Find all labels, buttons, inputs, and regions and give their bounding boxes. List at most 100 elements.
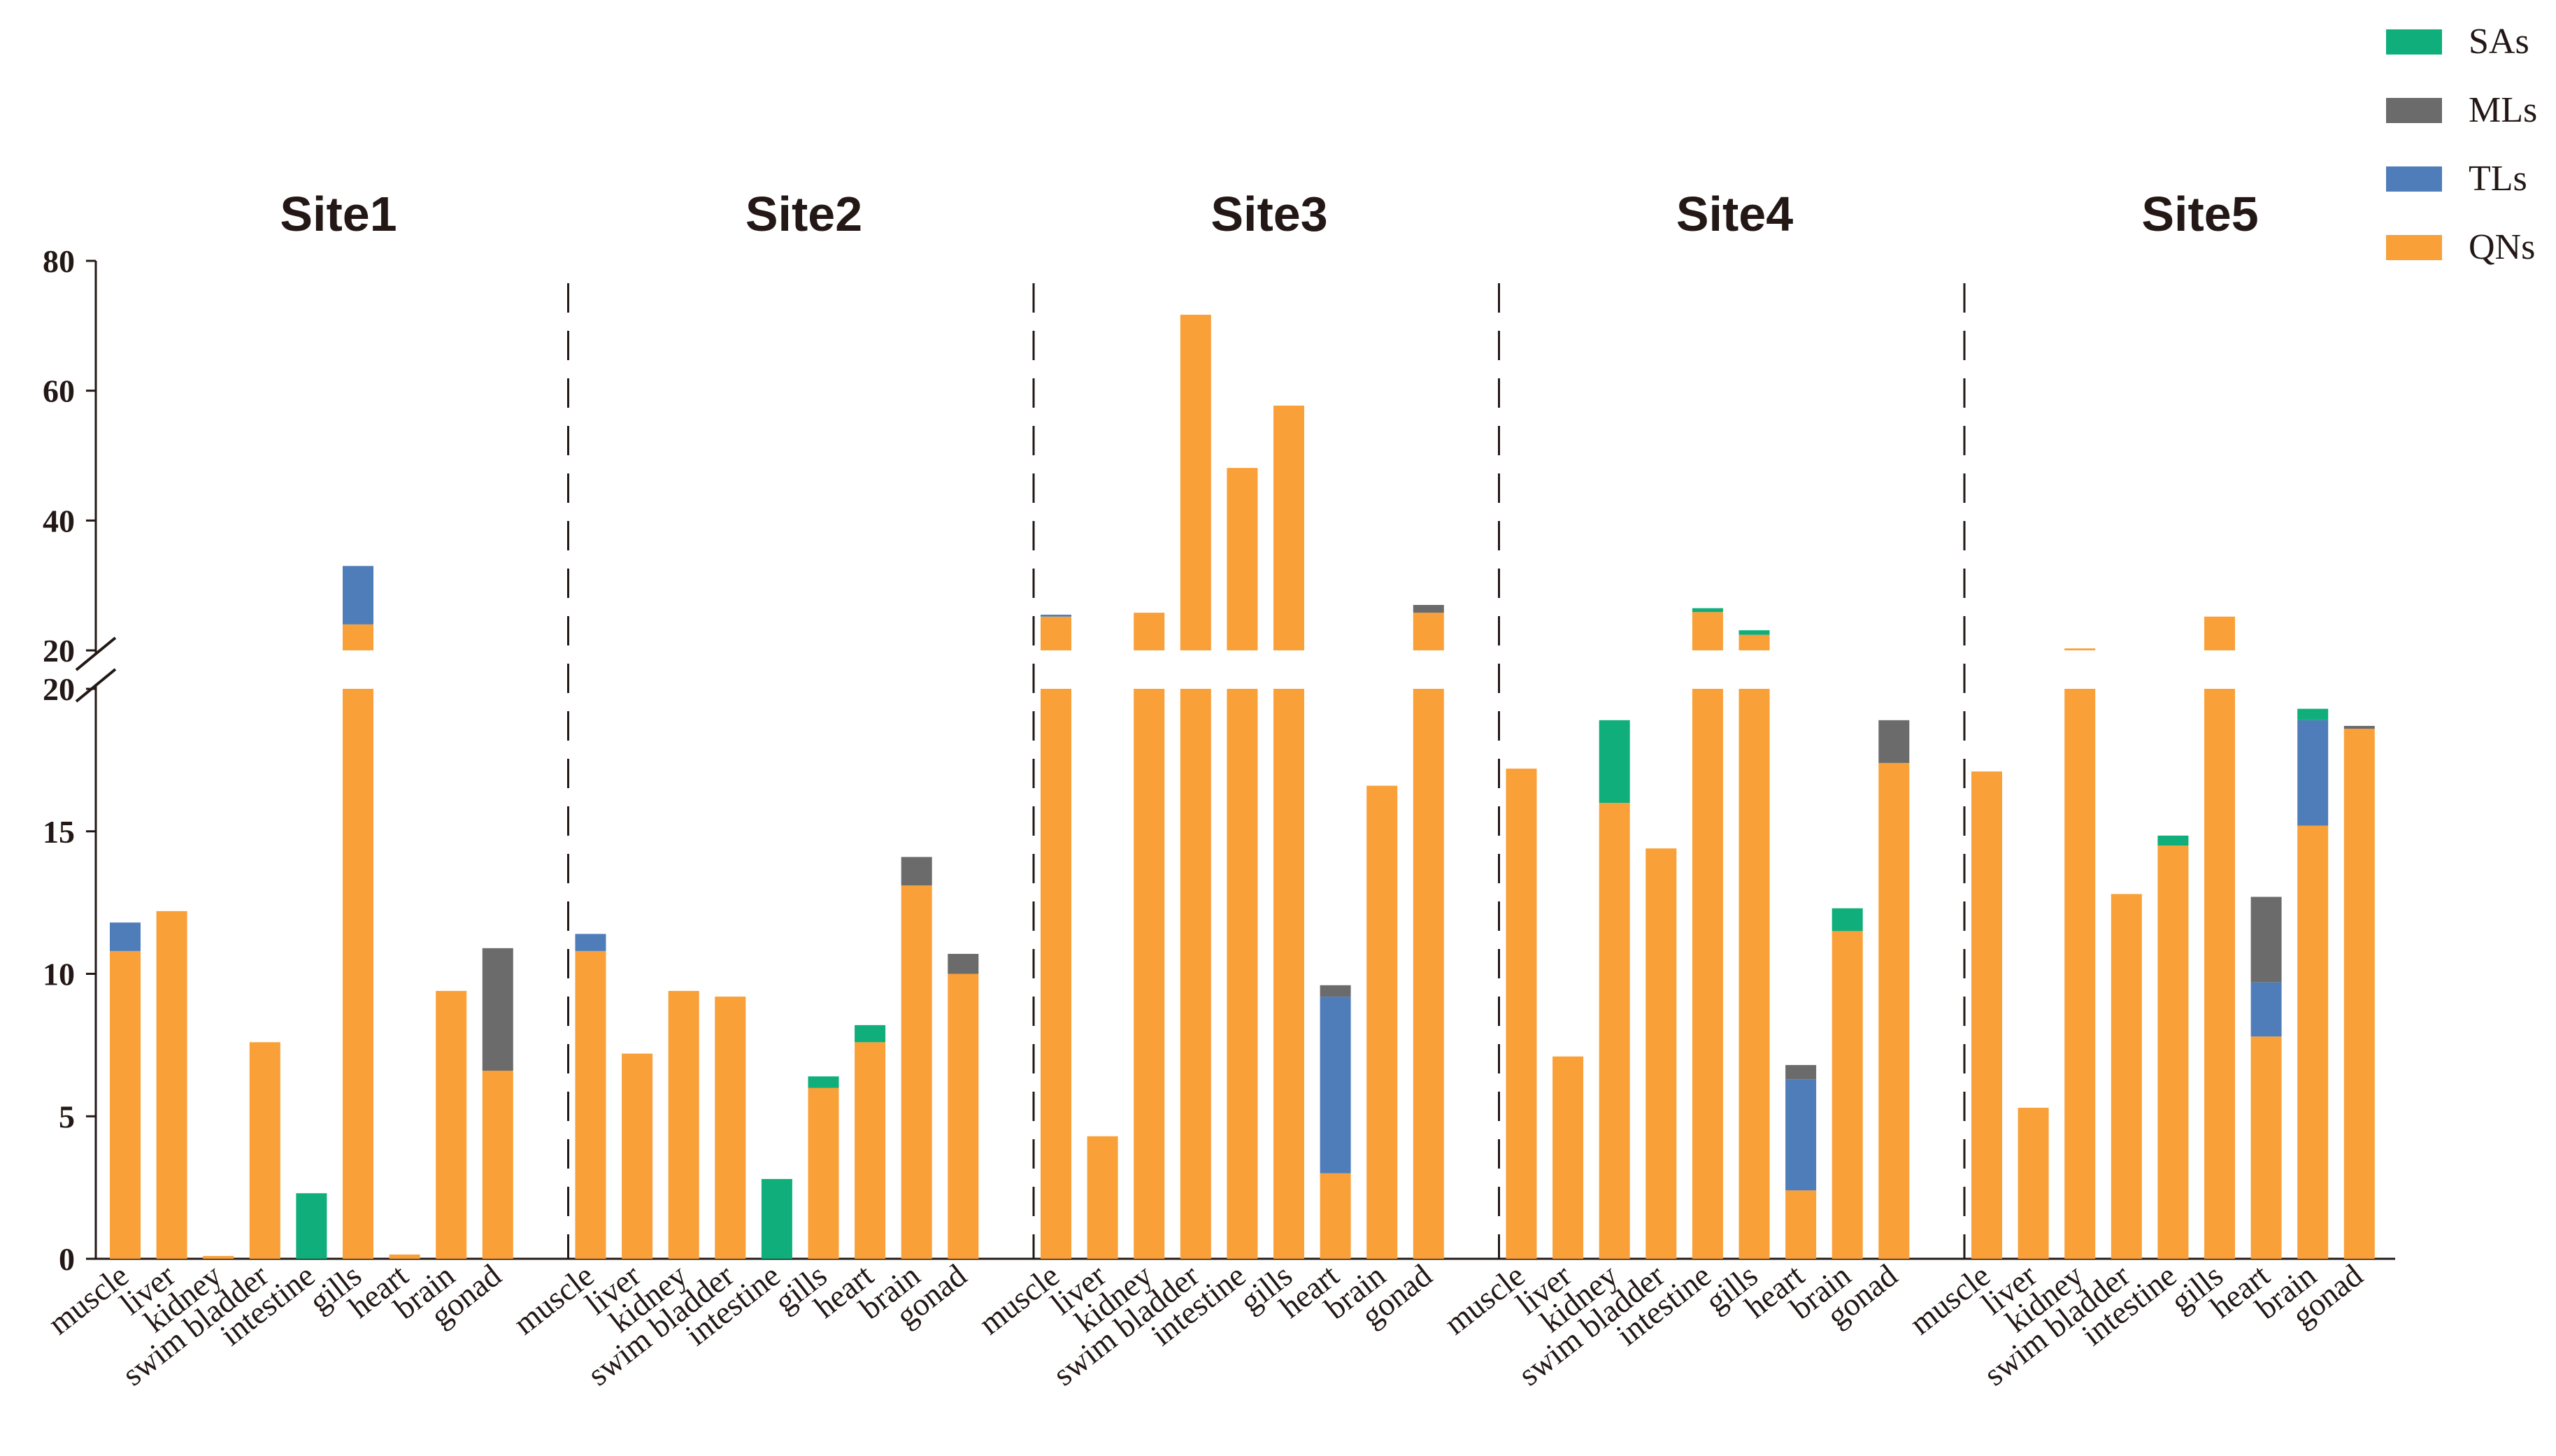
bar-segment-qns bbox=[343, 689, 373, 1259]
y-tick-label: 40 bbox=[43, 503, 75, 538]
bar-segment-qns bbox=[436, 990, 467, 1259]
bar-segment-qns bbox=[1692, 689, 1723, 1259]
site-title: Site5 bbox=[2141, 187, 2258, 241]
bar-segment-tls bbox=[343, 566, 373, 624]
bar-segment-qns bbox=[343, 624, 373, 650]
bar-segment-qns bbox=[203, 1255, 234, 1259]
bar-segment-qns bbox=[1692, 612, 1723, 650]
bar-segment-qns bbox=[1971, 771, 2002, 1259]
legend-swatch-tls bbox=[2386, 166, 2442, 192]
legend-swatch-qns bbox=[2386, 235, 2442, 260]
bar-segment-qns bbox=[1506, 769, 1537, 1259]
bar-segment-mls bbox=[2250, 897, 2282, 983]
bar-segment-qns bbox=[2018, 1108, 2049, 1259]
bar-segment-sas bbox=[1738, 630, 1770, 635]
bar-segment-qns bbox=[249, 1042, 280, 1259]
bar-segment-sas bbox=[855, 1025, 886, 1043]
bar-segment-sas bbox=[1692, 608, 1723, 613]
bar-segment-qns bbox=[1227, 468, 1258, 650]
bar-segment-qns bbox=[1273, 689, 1304, 1259]
bar-segment-qns bbox=[1134, 689, 1165, 1259]
bar-segment-tls bbox=[1785, 1079, 1817, 1191]
legend-label: QNs bbox=[2469, 227, 2535, 267]
bar-segment-qns bbox=[482, 1071, 513, 1259]
y-tick-label: 20 bbox=[43, 633, 75, 669]
bar-segment-qns bbox=[808, 1087, 839, 1259]
bar-segment-qns bbox=[2343, 729, 2375, 1259]
bar-segment-qns bbox=[1320, 1173, 1351, 1259]
y-tick-label: 20 bbox=[43, 671, 75, 707]
bar-segment-qns bbox=[1087, 1136, 1118, 1259]
bar-segment-qns bbox=[2250, 1036, 2282, 1259]
y-tick-label: 15 bbox=[43, 814, 75, 850]
bar-segment-qns bbox=[1645, 848, 1677, 1259]
bar-segment-sas bbox=[1599, 720, 1630, 803]
axis-break-mark bbox=[75, 636, 117, 671]
legend-label: TLs bbox=[2469, 159, 2527, 199]
bar-segment-qns bbox=[2111, 894, 2142, 1259]
bar-segment-qns bbox=[1599, 803, 1630, 1259]
y-tick-label: 80 bbox=[43, 243, 75, 279]
bar-segment-qns bbox=[2064, 689, 2096, 1259]
axis-break-mark bbox=[75, 668, 117, 703]
bar-segment-mls bbox=[901, 857, 932, 886]
bar-segment-qns bbox=[110, 950, 141, 1259]
bar-segment-qns bbox=[1738, 634, 1770, 650]
bar-segment-qns bbox=[389, 1254, 420, 1259]
bar-segment-mls bbox=[1785, 1064, 1817, 1080]
bar-segment-sas bbox=[296, 1193, 327, 1259]
bar-segment-qns bbox=[1227, 689, 1258, 1259]
y-tick-label: 60 bbox=[43, 373, 75, 409]
bar-segment-mls bbox=[1413, 605, 1444, 613]
bar-segment-mls bbox=[2343, 725, 2375, 729]
bar-segment-qns bbox=[2064, 648, 2096, 650]
bar-segment-tls bbox=[110, 922, 141, 951]
bar-segment-qns bbox=[1273, 406, 1304, 650]
site-title: Site4 bbox=[1676, 187, 1793, 241]
bar-segment-qns bbox=[1832, 931, 1863, 1259]
bar-segment-tls bbox=[575, 934, 606, 951]
bar-segment-mls bbox=[948, 953, 979, 974]
bar-segment-qns bbox=[1878, 762, 1910, 1259]
y-tick-label: 10 bbox=[43, 957, 75, 992]
bar-segment-tls bbox=[2297, 720, 2329, 826]
bar-segment-qns bbox=[855, 1042, 886, 1259]
legend-swatch-mls bbox=[2386, 98, 2442, 123]
bar-segment-qns bbox=[1738, 689, 1770, 1259]
bar-segment-qns bbox=[2204, 616, 2235, 650]
bar-segment-tls bbox=[2250, 982, 2282, 1037]
legend-swatch-sas bbox=[2386, 29, 2442, 55]
bar-segment-mls bbox=[1878, 720, 1910, 763]
bar-segment-sas bbox=[808, 1076, 839, 1088]
bar-segment-sas bbox=[2157, 835, 2189, 846]
legend-label: SAs bbox=[2469, 22, 2529, 62]
y-tick-label: 5 bbox=[59, 1099, 75, 1134]
site-title: Site1 bbox=[280, 187, 397, 241]
site-title: Site3 bbox=[1211, 187, 1327, 241]
bar-segment-mls bbox=[1320, 985, 1351, 997]
legend-label: MLs bbox=[2469, 90, 2537, 130]
bar-segment-qns bbox=[1041, 616, 1071, 650]
bar-segment-qns bbox=[622, 1053, 653, 1259]
bar-segment-qns bbox=[1134, 613, 1165, 650]
y-tick-label: 0 bbox=[59, 1241, 75, 1277]
bar-segment-qns bbox=[668, 990, 699, 1259]
site-title: Site2 bbox=[745, 187, 862, 241]
bar-segment-sas bbox=[761, 1178, 792, 1259]
bar-segment-sas bbox=[2297, 708, 2329, 720]
bar-segment-qns bbox=[1366, 785, 1398, 1259]
bar-segment-qns bbox=[1041, 689, 1071, 1259]
bar-segment-qns bbox=[901, 885, 932, 1259]
bar-segment-tls bbox=[1041, 614, 1071, 617]
bar-segment-qns bbox=[1413, 613, 1444, 650]
bar-segment-sas bbox=[1832, 908, 1863, 932]
bar-segment-qns bbox=[1413, 689, 1444, 1259]
bar-segment-qns bbox=[715, 997, 746, 1259]
bar-segment-qns bbox=[2157, 845, 2189, 1259]
bar-segment-qns bbox=[1180, 315, 1211, 650]
bar-segment-qns bbox=[1180, 689, 1211, 1259]
bar-segment-tls bbox=[1320, 997, 1351, 1173]
bar-segment-qns bbox=[2204, 689, 2235, 1259]
bar-segment-qns bbox=[156, 911, 187, 1259]
